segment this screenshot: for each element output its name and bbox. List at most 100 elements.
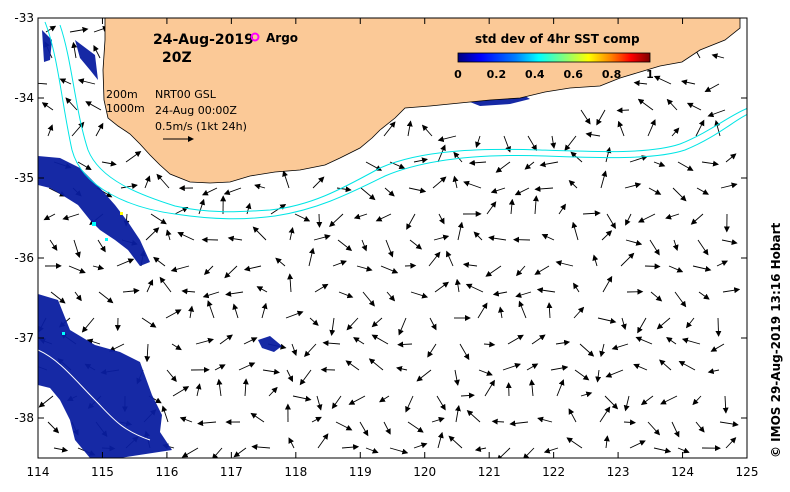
current-vector-arrow (409, 239, 423, 250)
current-vector-arrow (707, 109, 726, 118)
current-vector-arrow (238, 362, 256, 371)
current-vector-arrow (695, 119, 705, 137)
current-vector-arrow (181, 288, 196, 295)
current-vector-arrow (681, 79, 696, 86)
current-vector-arrow (454, 405, 461, 423)
y-tick-label: -36 (14, 251, 34, 265)
current-vector-arrow (97, 239, 106, 253)
current-vector-arrow (695, 421, 705, 433)
current-vector-arrow (227, 235, 243, 242)
current-vector-arrow (515, 291, 532, 298)
current-vector-arrow (195, 383, 202, 397)
sst-cyan-dots (105, 238, 108, 241)
current-vector-arrow (59, 78, 72, 85)
current-vector-arrow (313, 234, 331, 241)
isobath-1000m (44, 21, 747, 220)
current-vector-arrow (486, 201, 497, 215)
current-vector-arrow (452, 175, 459, 189)
current-vector-arrow (714, 120, 721, 137)
current-vector-arrow (633, 363, 648, 371)
product-time-label: 24-Aug 00:00Z (155, 104, 237, 117)
current-vector-arrow (722, 395, 729, 414)
current-vector-arrow (251, 444, 271, 450)
sst-cyan-dots (92, 222, 96, 226)
sst-patch-cape (75, 40, 98, 80)
current-vector-arrow (620, 252, 635, 267)
current-vector-arrow (386, 291, 396, 302)
current-vector-arrow (566, 437, 583, 449)
current-vector-arrow (282, 170, 290, 189)
current-vector-arrow (595, 369, 602, 383)
current-vector-arrow (73, 239, 81, 259)
current-vector-arrow (242, 378, 249, 397)
current-vector-arrow (68, 265, 86, 274)
current-vector-arrow (484, 379, 495, 397)
current-vector-arrow (250, 412, 265, 423)
current-vector-arrow (345, 360, 360, 371)
current-vector-arrow (660, 395, 678, 405)
current-vector-arrow (243, 265, 262, 272)
current-vector-arrow (304, 343, 317, 358)
current-vector-arrow (429, 317, 437, 331)
x-tick-label: 120 (413, 465, 436, 479)
current-vector-arrow (629, 440, 646, 449)
current-vector-arrow (171, 343, 182, 351)
argo-legend-icon (250, 32, 260, 42)
current-vector-arrow (701, 160, 719, 167)
current-vector-arrow (649, 239, 660, 256)
current-vector-arrow (353, 213, 368, 220)
current-vector-arrow (611, 343, 629, 351)
current-vector-arrow (245, 202, 252, 215)
current-vector-arrow (232, 303, 239, 319)
current-vector-arrow (674, 291, 687, 308)
current-vector-arrow (141, 317, 157, 328)
current-vector-arrow (150, 213, 167, 225)
current-vector-arrow (599, 406, 611, 423)
current-vector-arrow (285, 310, 304, 319)
current-vector-arrow (421, 124, 433, 137)
sst-patch-offshore (258, 336, 282, 352)
current-vector-arrow (156, 173, 170, 189)
current-vector-arrow (448, 435, 463, 449)
current-vector-arrow (170, 265, 190, 273)
isobath-1000m-label: 1000m (106, 102, 145, 115)
current-vector-arrow (294, 213, 311, 222)
current-vector-arrow (502, 362, 521, 371)
current-vector-arrow (524, 161, 535, 170)
current-vector-arrow (380, 265, 399, 274)
current-vector-arrow (531, 334, 546, 345)
colorbar-tick-label: 0 (454, 68, 462, 81)
current-vector-arrow (144, 343, 151, 363)
current-vector-arrow (550, 365, 569, 371)
current-vector-arrow (341, 444, 360, 451)
current-vector-arrow (555, 339, 571, 346)
current-vector-arrow (677, 447, 690, 454)
current-vector-arrow (592, 254, 599, 267)
current-vector-arrow (640, 395, 654, 406)
y-tick-label: -38 (14, 411, 34, 425)
current-vector-arrow (514, 187, 530, 196)
current-vector-arrow (286, 369, 293, 383)
current-vector-arrow (650, 291, 663, 302)
current-vector-arrow (522, 447, 535, 458)
current-vector-arrow (541, 234, 555, 241)
current-vector-arrow (491, 418, 505, 425)
current-vector-arrow (101, 160, 117, 167)
current-vector-arrow (329, 317, 336, 336)
y-tick-label: -37 (14, 331, 34, 345)
current-vector-arrow (292, 395, 312, 402)
current-vector-arrow (219, 334, 233, 345)
current-vector-arrow (672, 239, 679, 251)
current-vector-arrow (616, 107, 630, 114)
current-vector-arrow (474, 446, 487, 453)
current-vector-arrow (233, 447, 247, 458)
current-vector-arrow (256, 286, 268, 293)
current-vector-arrow (85, 101, 102, 111)
current-vector-arrow (361, 239, 368, 252)
sst-patch-coast (42, 30, 52, 62)
current-vector-arrow (692, 395, 702, 406)
current-vector-arrow (95, 122, 104, 137)
current-vector-arrow (656, 317, 671, 330)
current-vector-arrow (647, 119, 656, 137)
